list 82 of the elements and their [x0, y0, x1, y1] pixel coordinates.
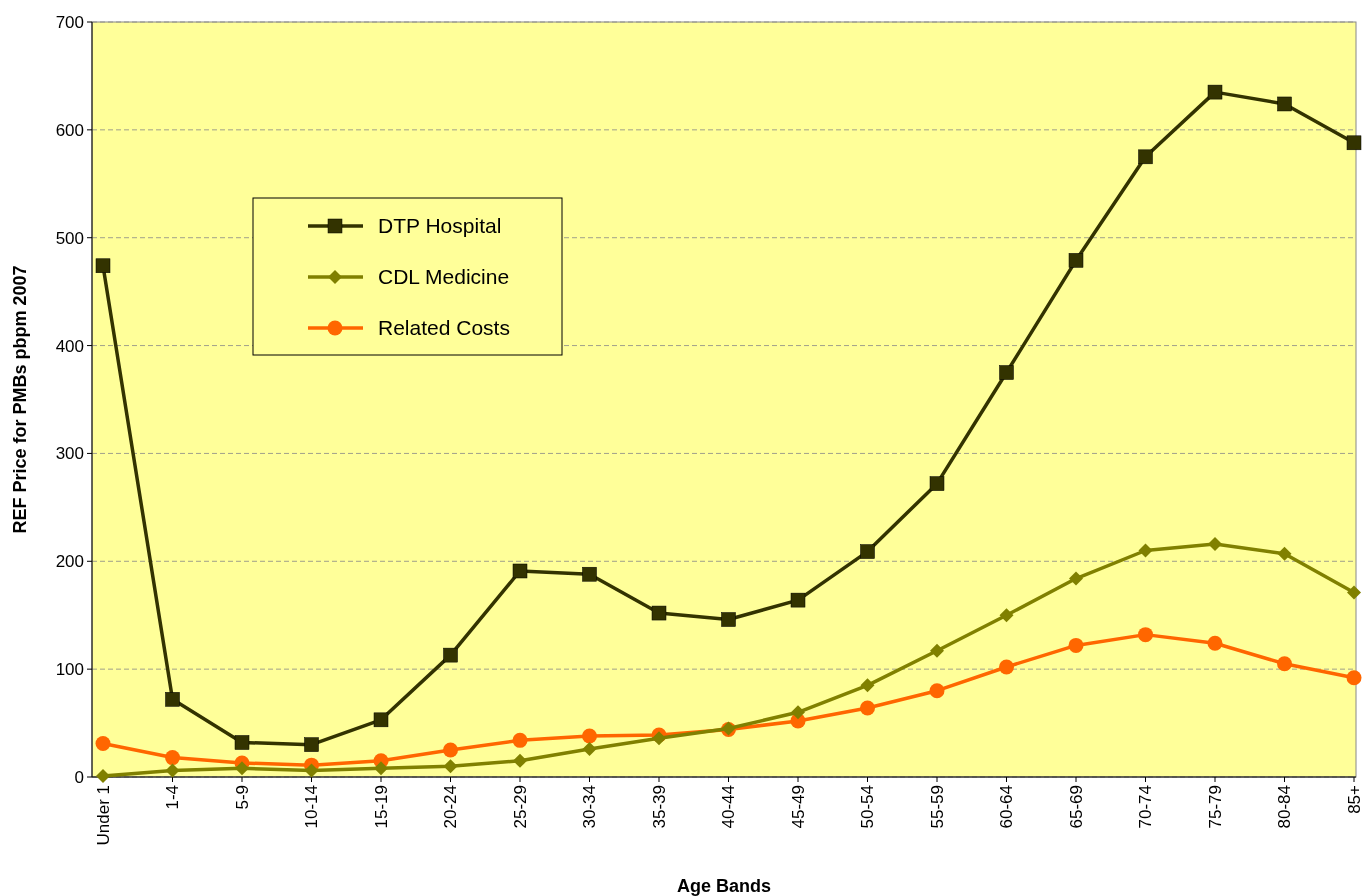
y-axis-title: REF Price for PMBs pbpm 2007: [10, 265, 30, 534]
point: [1069, 571, 1083, 586]
point: [1208, 537, 1222, 552]
x-tick-label: 85+: [1344, 784, 1364, 814]
point: [582, 728, 597, 744]
point: [1207, 84, 1223, 100]
x-tick-label: 45-49: [788, 785, 808, 829]
x-tick-label: Under 1: [93, 785, 113, 846]
point: [721, 612, 736, 627]
x-tick-label: 55-59: [927, 785, 947, 829]
point: [582, 741, 597, 756]
point: [443, 647, 458, 663]
y-tick-label: 100: [55, 660, 84, 680]
point: [999, 608, 1014, 623]
x-axis-title: Age Bands: [676, 876, 772, 896]
point: [929, 683, 945, 699]
point: [373, 712, 389, 728]
legend-label: CDL Medicine: [378, 265, 510, 289]
x-tick-label: 40-44: [719, 785, 739, 829]
x-tick-label: 1-4: [163, 785, 183, 810]
x-tick-label: 75-79: [1205, 785, 1225, 829]
point: [1138, 543, 1153, 558]
point: [652, 731, 666, 746]
x-tick-label: 30-34: [580, 785, 600, 829]
point: [513, 753, 527, 768]
point: [929, 476, 945, 491]
point: [235, 761, 249, 776]
x-tick-label: 60-64: [997, 785, 1017, 829]
point: [443, 759, 458, 774]
point: [1347, 585, 1361, 600]
point: [999, 365, 1014, 380]
point: [651, 605, 667, 621]
point: [95, 258, 111, 274]
point: [234, 735, 250, 750]
point: [304, 737, 319, 752]
point: [96, 768, 110, 783]
x-tick-label: 25-29: [510, 785, 530, 829]
point: [1277, 96, 1292, 112]
point: [1346, 670, 1362, 686]
point: [1068, 637, 1084, 653]
point: [512, 732, 528, 748]
point: [582, 566, 597, 582]
point: [512, 563, 528, 579]
point: [860, 544, 875, 559]
point: [304, 763, 319, 778]
y-tick-label: 400: [55, 336, 84, 356]
point: [165, 692, 180, 707]
point: [443, 742, 458, 758]
x-tick-label: 70-74: [1136, 785, 1156, 829]
x-tick-label: 50-54: [858, 785, 878, 829]
point: [165, 750, 180, 766]
point: [860, 700, 875, 716]
point: [95, 736, 111, 752]
y-tick-label: 700: [55, 12, 84, 32]
legend-label: Related Costs: [378, 316, 510, 340]
point: [1277, 656, 1292, 672]
x-tick-label: 5-9: [232, 785, 252, 810]
x-tick-label: 15-19: [371, 785, 391, 829]
x-tick-label: 20-24: [441, 785, 461, 829]
y-tick-label: 0: [74, 767, 84, 787]
point: [1207, 635, 1223, 651]
y-tick-label: 600: [55, 120, 84, 140]
y-tick-label: 200: [55, 552, 84, 572]
x-tick-label: 35-39: [649, 785, 669, 829]
legend-label: DTP Hospital: [378, 214, 502, 238]
point: [791, 705, 805, 720]
point: [374, 761, 388, 776]
point: [165, 763, 180, 778]
x-tick-label: 65-69: [1066, 785, 1086, 829]
point: [999, 659, 1014, 675]
point: [1346, 135, 1362, 151]
point: [1277, 546, 1292, 561]
x-tick-label: 10-14: [302, 785, 322, 829]
point: [1138, 627, 1153, 643]
y-tick-label: 500: [55, 228, 84, 248]
point: [930, 643, 944, 658]
y-tick-label: 300: [55, 444, 84, 464]
point: [1068, 253, 1084, 268]
point: [1138, 149, 1153, 165]
x-tick-label: 80-84: [1275, 785, 1295, 829]
point: [860, 678, 875, 693]
point: [790, 592, 806, 608]
